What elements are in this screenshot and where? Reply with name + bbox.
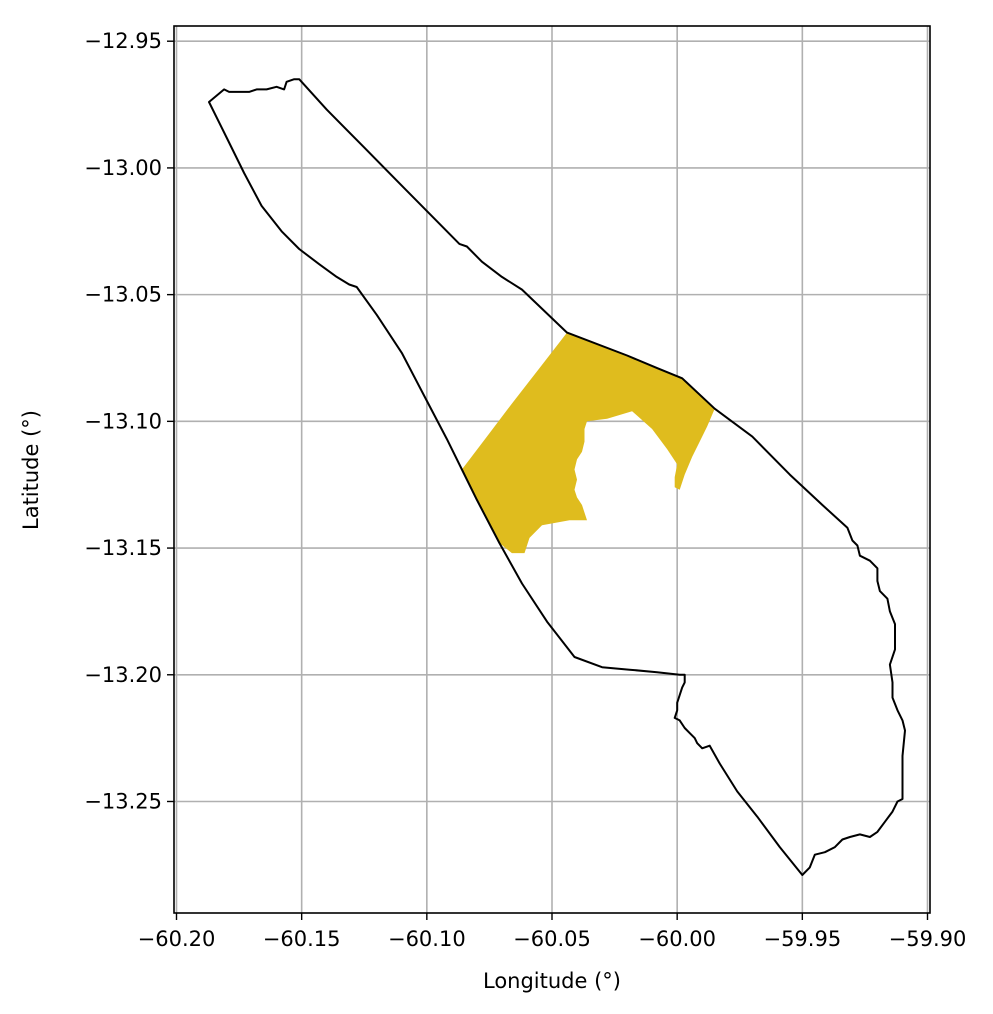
y-axis-ticks: −12.95 −13.00 −13.05 −13.10 −13.15 −13.20 −13.… (84, 29, 174, 813)
x-tick-label: −60.15 (263, 927, 341, 951)
x-tick-label: −59.95 (763, 927, 841, 951)
y-tick-label: −13.00 (84, 156, 162, 180)
y-tick-label: −13.15 (84, 536, 162, 560)
x-tick-label: −60.20 (138, 927, 216, 951)
y-tick-label: −13.20 (84, 663, 162, 687)
x-axis-ticks: −60.20 −60.15 −60.10 −60.05 −60.00 −59.95 −59.… (138, 913, 967, 951)
y-tick-label: −13.25 (84, 789, 162, 813)
x-tick-label: −60.10 (388, 927, 466, 951)
x-axis-title: Longitude (°) (483, 969, 621, 993)
highlight-layer (461, 332, 715, 554)
y-tick-label: −13.05 (84, 283, 162, 307)
x-tick-label: −59.90 (889, 927, 967, 951)
x-tick-label: −60.05 (513, 927, 591, 951)
y-tick-label: −13.10 (84, 409, 162, 433)
y-tick-label: −12.95 (84, 29, 162, 53)
highlighted-region (461, 332, 715, 554)
y-axis-title: Latitude (°) (19, 410, 43, 530)
x-tick-label: −60.00 (638, 927, 716, 951)
boundary-layer (208, 78, 906, 876)
region-boundary (208, 78, 906, 876)
